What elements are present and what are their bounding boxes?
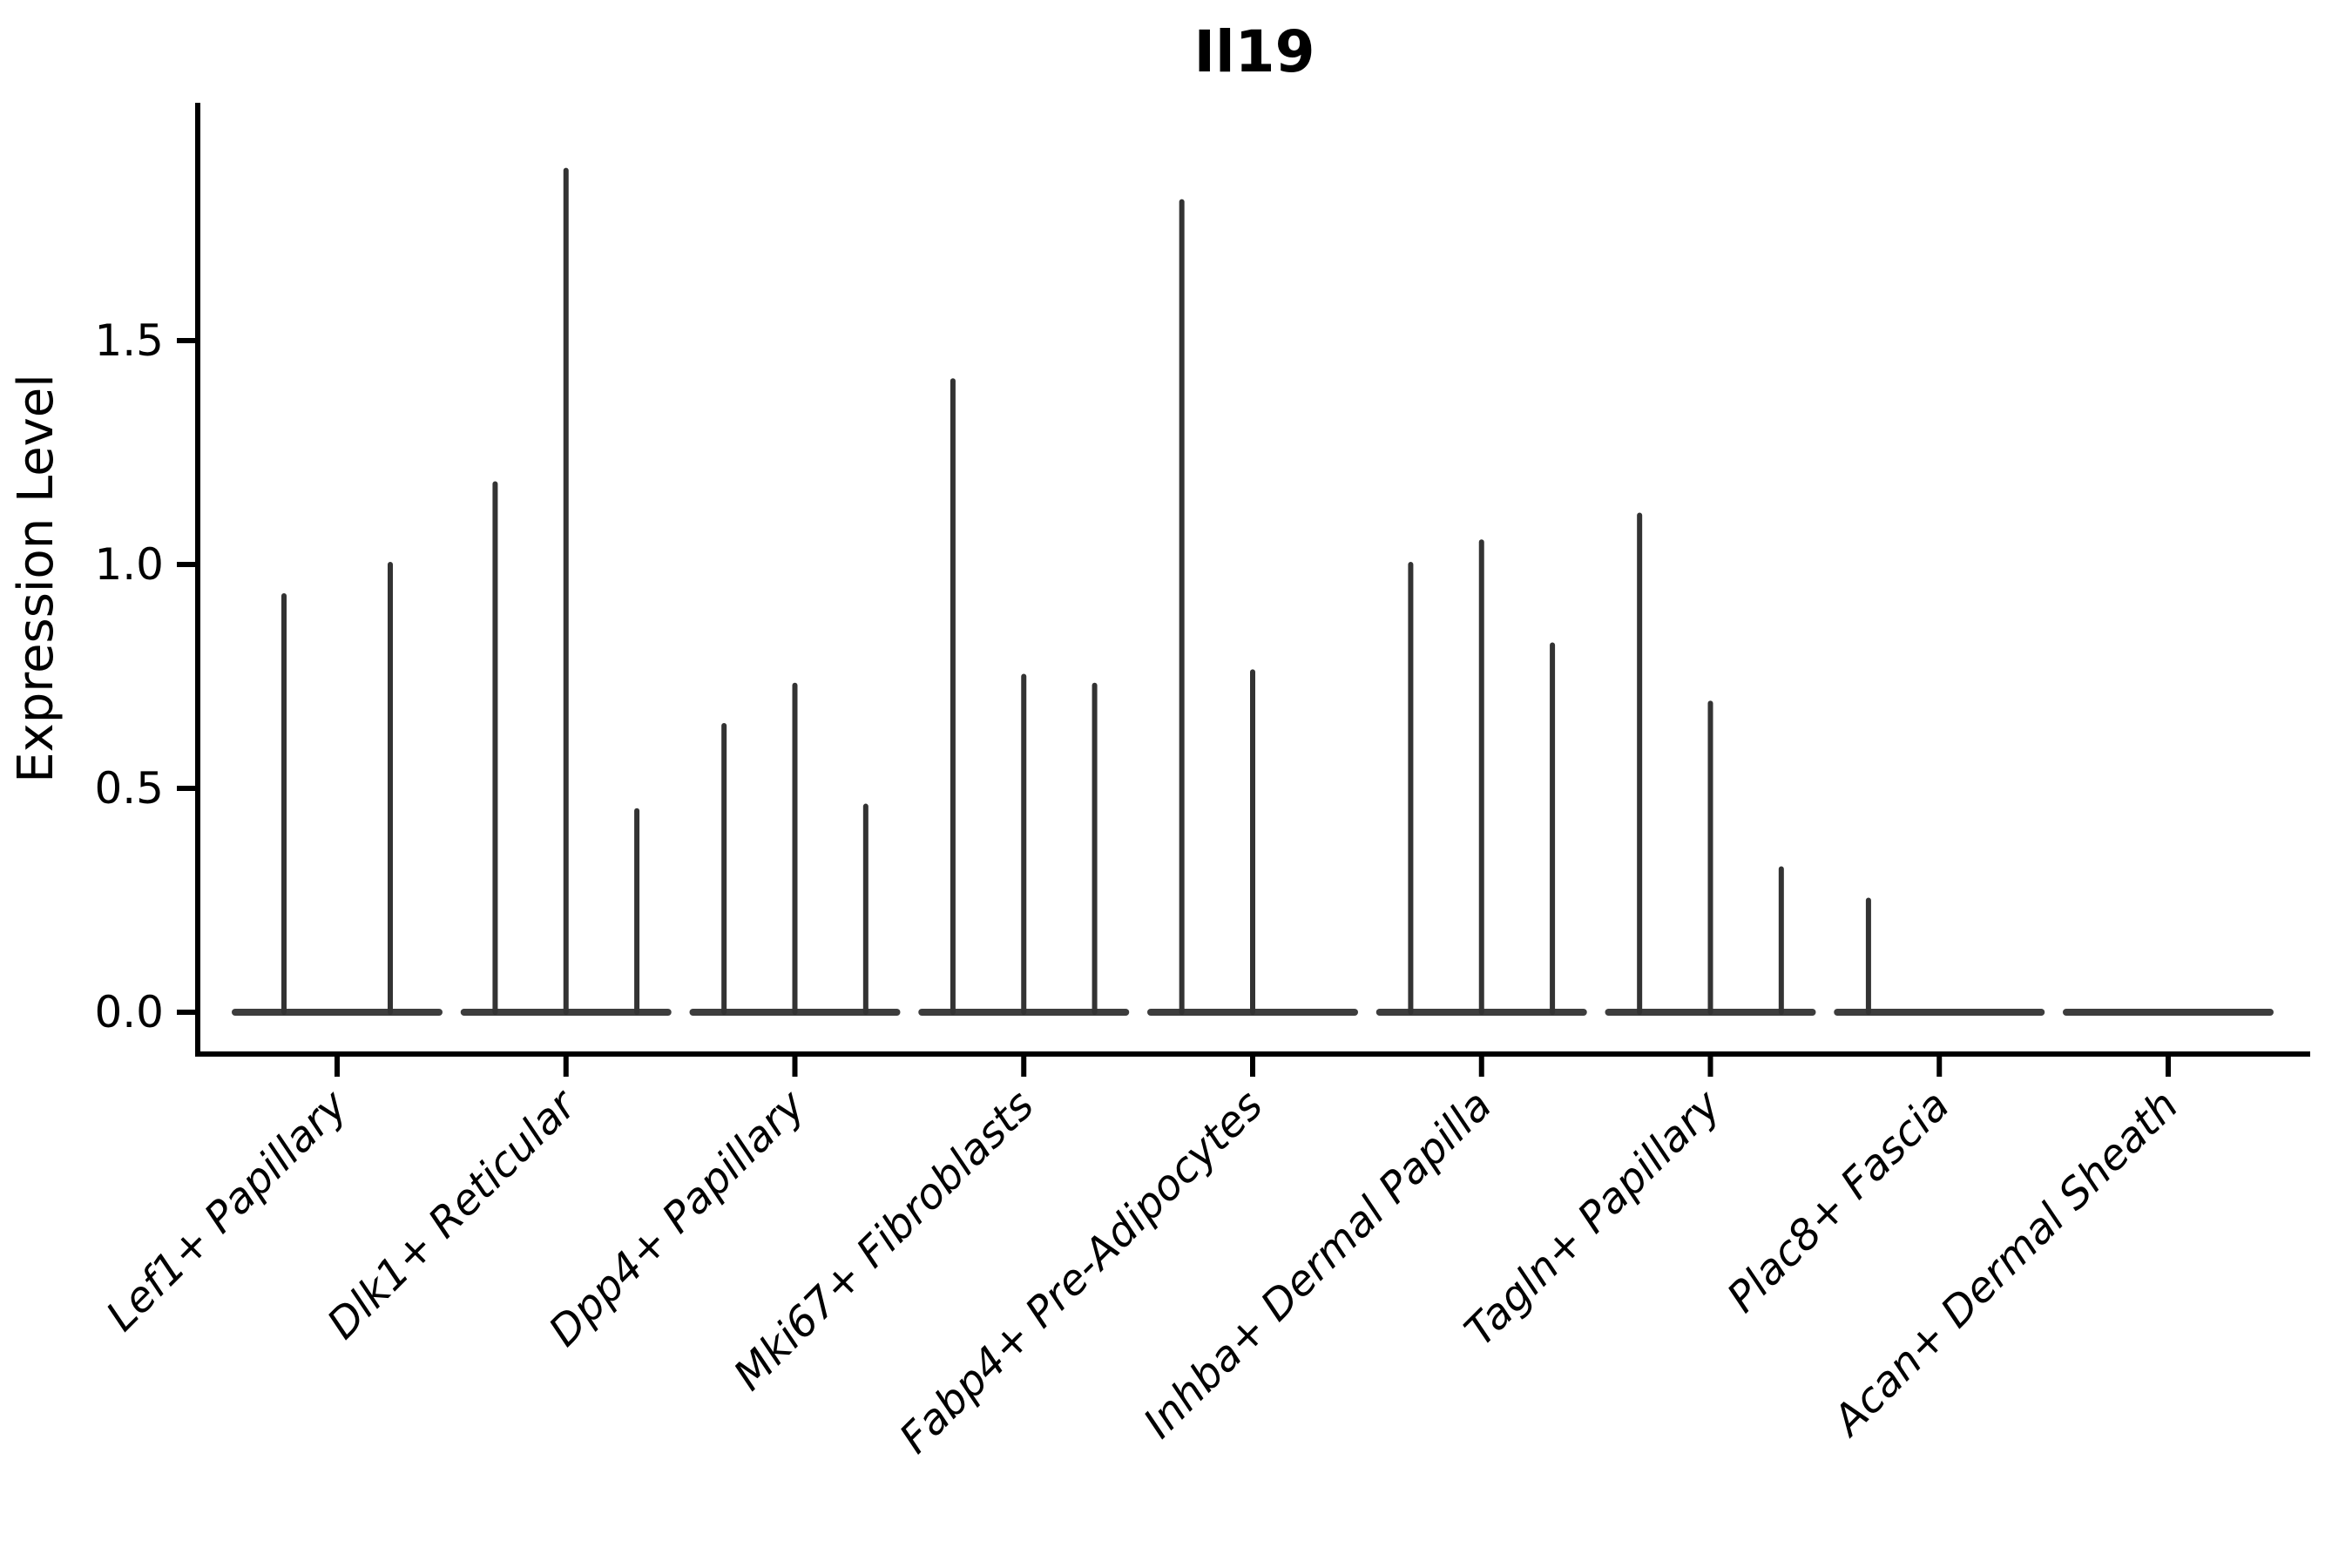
- y-axis-label: Expression Level: [8, 374, 64, 783]
- y-tick-label: 1.5: [94, 315, 164, 366]
- violin-layer: [232, 167, 2274, 1016]
- x-category-label: Tagln+ Papillary: [1456, 1080, 1731, 1355]
- x-category-label: Plac8+ Fascia: [1718, 1081, 1959, 1322]
- y-axis-ticks: 0.0 0.5 1.0 1.5: [94, 315, 198, 1037]
- x-category-label: Lef1+ Papillary: [97, 1080, 357, 1341]
- x-category-label: Dpp4+ Papillary: [539, 1080, 814, 1355]
- x-category-label: Fabp4+ Pre-Adipocytes: [890, 1081, 1273, 1463]
- y-tick-label: 0.0: [94, 987, 164, 1037]
- y-tick-label: 0.5: [94, 763, 164, 814]
- x-category-label: Dlk1+ Reticular: [318, 1079, 588, 1349]
- y-tick-label: 1.0: [94, 539, 164, 590]
- chart-title: Il19: [1193, 18, 1315, 85]
